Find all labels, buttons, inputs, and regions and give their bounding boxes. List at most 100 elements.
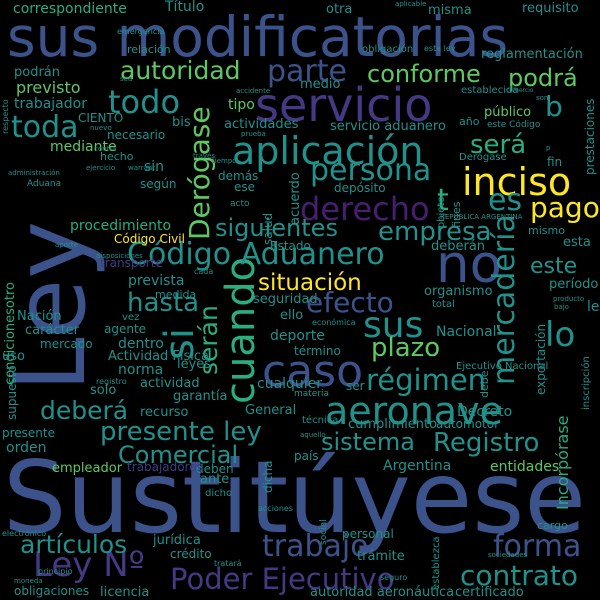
word-procedimiento: procedimiento — [70, 218, 172, 234]
word-tecnica: aquello — [300, 431, 326, 439]
word-mismo: fin — [547, 155, 563, 169]
word-mediante: mediante — [50, 139, 117, 155]
word-ley-no: Ley Nº — [33, 545, 145, 585]
word-solo: solo — [90, 383, 117, 398]
word-necesario: necesario — [107, 128, 166, 142]
word-emergencia: REPÚBLICA ARGENTINA — [440, 213, 523, 221]
word-acciones: cada — [194, 267, 214, 276]
word-tratara: electrónico — [2, 529, 47, 538]
word-sea: emergencia — [117, 27, 165, 36]
word-total: acto — [230, 199, 250, 209]
word-conforme: conforme — [367, 60, 481, 88]
word-prueba: accidente — [236, 87, 271, 95]
word-sera: será — [470, 130, 527, 160]
word-exportacion: Ejecutivo Nacional — [456, 361, 549, 372]
word-warrant: debe — [478, 370, 491, 399]
word-regimen: régimen — [366, 363, 487, 397]
word-debe: dicho — [205, 488, 233, 499]
word-deben: deben — [196, 462, 234, 476]
word-prevista: prevista — [128, 273, 185, 289]
word-toda: toda — [11, 110, 79, 145]
word-presente-ley: presente ley — [100, 417, 262, 447]
word-siguientes: siguientes — [215, 214, 338, 242]
word-cargo: dicha — [261, 460, 275, 493]
word-actividad-fisica: exportación — [534, 323, 548, 395]
word-materia: registro — [96, 377, 127, 386]
word-establecida: este Código — [487, 120, 541, 130]
word-deberan: deberán — [431, 239, 486, 254]
word-situacion: situación — [258, 270, 362, 296]
word-trabajo: trabajo — [262, 529, 369, 564]
word-automotor: automotor — [436, 417, 500, 431]
word-social: trabajadores — [127, 460, 203, 474]
word-principio: tratará — [214, 559, 242, 568]
word-leyes: leyes — [177, 357, 212, 372]
word-decreto: Decreto — [457, 404, 513, 420]
word-cualquier: cualquier — [257, 376, 323, 392]
word-judicial: p — [546, 144, 551, 152]
word-codigo-civil: Código Civil — [114, 232, 185, 246]
word-nuevo: través — [193, 152, 216, 160]
word-codigo-aduanero: Código Aduanero — [127, 237, 385, 272]
word-publico: público — [484, 105, 532, 120]
word-uso: Actividad Física — [108, 349, 210, 364]
word-termino: término — [294, 344, 341, 358]
word-bis: bis — [172, 115, 191, 130]
word-tiempo: warrant — [128, 164, 156, 172]
word-recurso: recurso — [140, 405, 189, 420]
word-aplicacion: aplicación — [232, 129, 424, 173]
word-sociedades: social — [319, 519, 329, 545]
word-contrato: contrato — [460, 559, 579, 592]
word-contra: prueba — [241, 130, 266, 138]
word-autoridad: autoridad — [120, 56, 241, 85]
word-argentina: Argentina — [383, 458, 452, 474]
word-economica: vez — [122, 312, 140, 323]
word-relacion: relación — [127, 43, 171, 56]
word-medida: medida — [155, 288, 197, 301]
word-comercial: Comercial — [118, 441, 239, 469]
word-poder-ejecutivo: Poder Ejecutivo — [170, 562, 395, 596]
word-otra: otra — [326, 2, 353, 17]
word-inciso: inciso — [462, 160, 572, 204]
word-parte: parte — [267, 54, 347, 89]
word-cada: materia — [294, 389, 330, 399]
word-este: este — [530, 254, 578, 279]
word-credito: crédito — [170, 547, 212, 561]
word-misma: misma — [428, 3, 472, 18]
word-acuerdo: acuerdo — [288, 172, 303, 225]
word-producto: bajo — [554, 303, 569, 311]
word-sus-modificatorias: sus modificatorias — [7, 5, 509, 69]
word-ciento: CIENTO — [78, 111, 124, 125]
word-caracter: carácter — [25, 323, 80, 338]
word-empleador: empleador — [52, 461, 123, 476]
word-servicio-aduanero: servicio aduanero — [330, 119, 446, 134]
word-correspondiente: correspondiente — [13, 1, 127, 17]
word-juridica: jurídica — [153, 533, 201, 548]
word-efecto: efecto — [306, 286, 394, 319]
word-presente: presente — [2, 426, 55, 440]
word-registro: Registro — [433, 428, 540, 458]
word-aeronave: aeronave — [325, 389, 503, 433]
word-hasta: hasta — [127, 288, 200, 318]
word-medio: medio — [300, 77, 341, 92]
word-certificado: autoridad aeronáutica — [310, 585, 455, 600]
word-cumplimiento: cumplimiento — [348, 417, 438, 432]
word-tipo: tipo — [228, 97, 255, 113]
word-administracion: nuevo — [90, 124, 112, 132]
word-licencia: obligaciones — [14, 584, 90, 598]
word-agente: supuesto — [5, 365, 19, 420]
word-traves: tiempo — [212, 157, 237, 165]
word-reglamentacion: reglamentación — [481, 47, 583, 62]
word-podra: podrá — [508, 64, 578, 92]
word-prestaciones: inscripción — [581, 356, 592, 410]
word-dicha: salud — [261, 212, 275, 245]
word-aporte: son — [536, 94, 549, 102]
word-objeto: establecida — [461, 85, 519, 96]
word-deposito: depósito — [334, 181, 386, 195]
word-pais: país — [294, 449, 319, 463]
word-nacion: Nación — [17, 309, 62, 324]
word-esta: esta — [563, 235, 591, 250]
word-periodo: período — [549, 277, 599, 292]
word-sistema: sistema — [321, 428, 415, 456]
